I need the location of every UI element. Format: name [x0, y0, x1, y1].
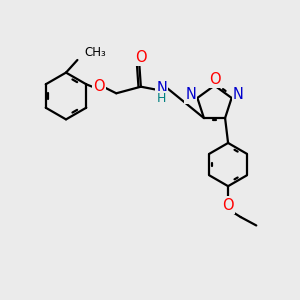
Text: O: O: [93, 79, 104, 94]
Text: O: O: [209, 72, 220, 87]
Text: O: O: [222, 198, 234, 213]
Text: N: N: [156, 81, 167, 96]
Text: CH₃: CH₃: [84, 46, 106, 59]
Text: O: O: [135, 50, 147, 65]
Text: N: N: [185, 87, 196, 102]
Text: N: N: [233, 87, 244, 102]
Text: H: H: [157, 92, 167, 105]
